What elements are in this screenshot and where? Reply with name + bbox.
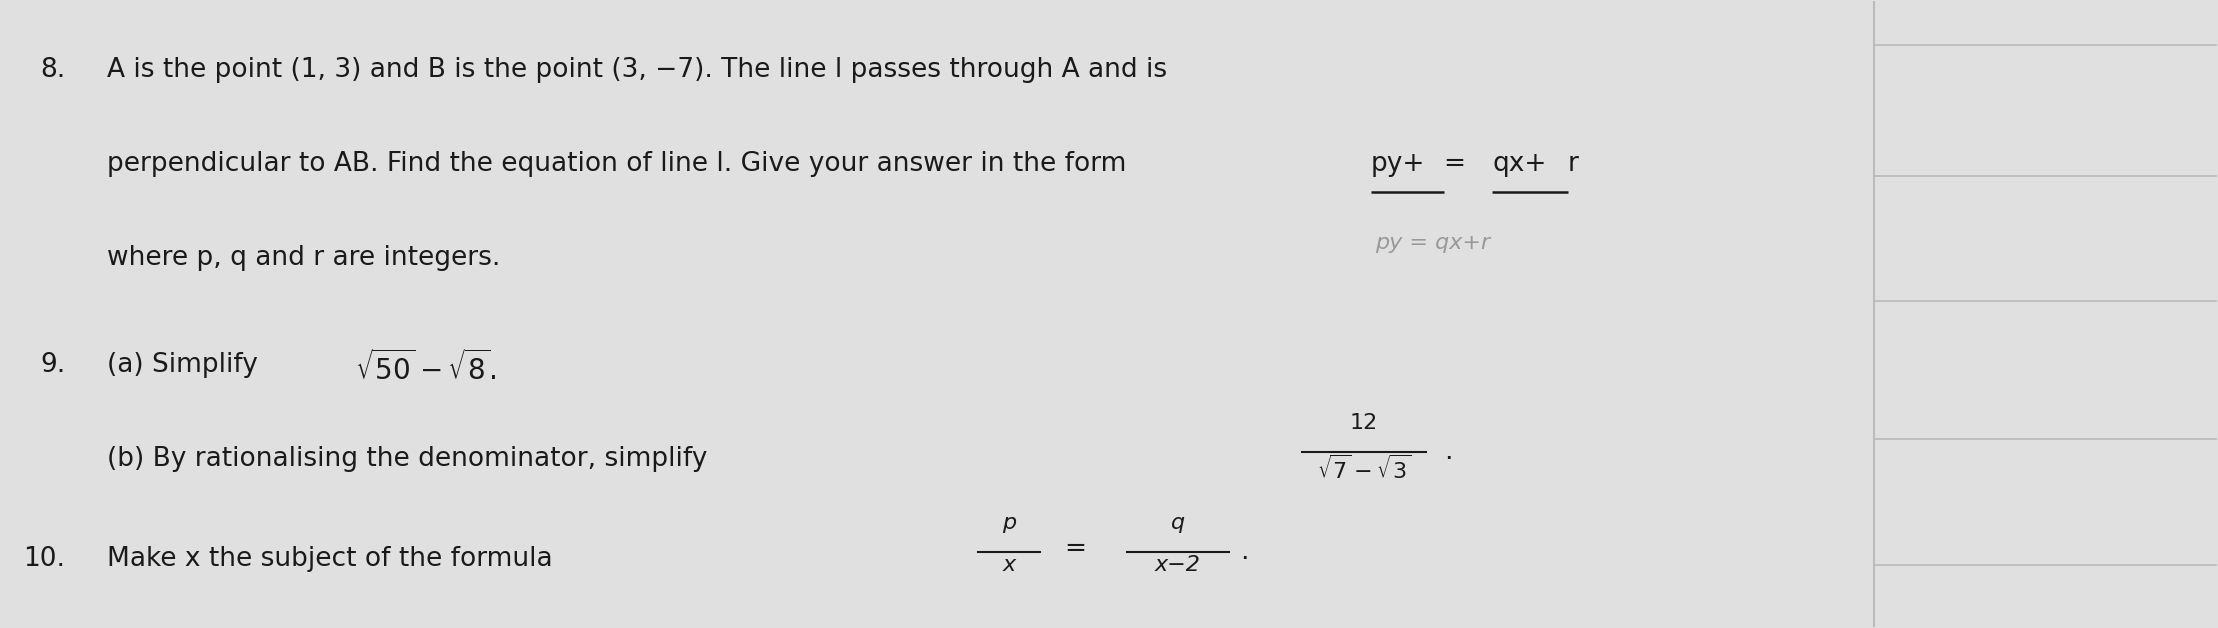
Text: $\sqrt{50}-\sqrt{8}$.: $\sqrt{50}-\sqrt{8}$.	[355, 350, 497, 386]
Text: =: =	[1065, 536, 1087, 562]
Text: =: =	[1444, 151, 1466, 177]
Text: qx+: qx+	[1493, 151, 1546, 177]
Text: .: .	[1444, 439, 1453, 465]
Text: $\sqrt{7}-\sqrt{3}$: $\sqrt{7}-\sqrt{3}$	[1317, 455, 1411, 484]
Text: .: .	[1240, 539, 1249, 565]
Text: py = qx+r: py = qx+r	[1375, 232, 1490, 252]
Text: 8.: 8.	[40, 57, 67, 83]
Text: (b) By rationalising the denominator, simplify: (b) By rationalising the denominator, si…	[106, 446, 708, 472]
Text: r: r	[1568, 151, 1579, 177]
Text: (a) Simplify: (a) Simplify	[106, 352, 266, 377]
Text: x−2: x−2	[1156, 555, 1200, 575]
Text: 9.: 9.	[40, 352, 67, 377]
Text: p: p	[1003, 513, 1016, 533]
Text: x: x	[1003, 555, 1016, 575]
Text: 10.: 10.	[22, 546, 64, 572]
Text: perpendicular to AB. Find the equation of line l. Give your answer in the form: perpendicular to AB. Find the equation o…	[106, 151, 1136, 177]
Text: A is the point (1, 3) and B is the point (3, −7). The line l passes through A an: A is the point (1, 3) and B is the point…	[106, 57, 1167, 83]
Text: where p, q and r are integers.: where p, q and r are integers.	[106, 245, 501, 271]
Text: q: q	[1171, 513, 1184, 533]
Text: py+: py+	[1371, 151, 1424, 177]
Text: Make x the subject of the formula: Make x the subject of the formula	[106, 546, 552, 572]
Text: 12: 12	[1351, 413, 1377, 433]
